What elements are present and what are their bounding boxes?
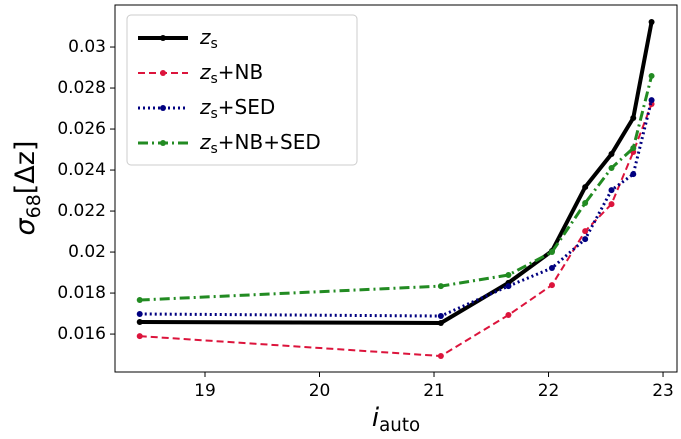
point — [437, 283, 444, 290]
series-line — [139, 103, 653, 358]
point — [608, 151, 615, 158]
point — [136, 318, 143, 325]
x-tick-label: 20 — [309, 381, 331, 401]
point — [437, 319, 444, 326]
y-tick-label: 0.03 — [68, 37, 106, 57]
point — [136, 333, 143, 340]
plot-frame — [114, 4, 678, 373]
point — [582, 200, 589, 207]
legend-label: zs — [199, 25, 218, 53]
series-line — [139, 21, 654, 326]
point — [548, 282, 555, 289]
point — [608, 201, 615, 208]
y-tick-label: 0.028 — [57, 78, 106, 98]
point — [505, 312, 512, 319]
point — [608, 164, 615, 171]
legend-label: zs+NB — [199, 60, 263, 88]
point — [548, 249, 555, 256]
y-tick-label: 0.018 — [57, 283, 106, 303]
x-tick-label: 19 — [194, 381, 216, 401]
point — [630, 171, 637, 178]
y-tick-label: 0.024 — [57, 160, 106, 180]
point — [630, 145, 637, 152]
point — [582, 236, 589, 243]
point — [608, 187, 615, 194]
legend-label: zs+SED — [199, 95, 275, 123]
y-tick-label: 0.02 — [68, 242, 106, 262]
legend-box — [126, 14, 358, 166]
point — [648, 19, 655, 26]
y-axis-label: σ68[Δz] — [10, 141, 45, 236]
point — [582, 228, 589, 235]
legend-marker — [160, 70, 166, 76]
point — [630, 114, 637, 121]
point — [437, 313, 444, 320]
point — [437, 353, 444, 360]
y-tick-label: 0.016 — [57, 324, 106, 344]
y-tick-label: 0.026 — [57, 119, 106, 139]
point — [136, 297, 143, 304]
legend-marker — [160, 140, 166, 146]
point — [505, 272, 512, 279]
point — [136, 310, 143, 317]
point — [505, 283, 512, 290]
legend-label: zs+NB+SED — [199, 130, 321, 158]
x-tick-label: 22 — [538, 381, 560, 401]
point — [648, 72, 655, 79]
legend-marker — [160, 35, 166, 41]
x-tick-label: 23 — [652, 381, 674, 401]
point — [648, 97, 655, 104]
x-tick-label: 21 — [423, 381, 445, 401]
legend-marker — [160, 105, 166, 111]
x-axis-label: iauto — [372, 403, 420, 436]
y-tick-label: 0.022 — [57, 201, 106, 221]
point — [548, 265, 555, 272]
series-line — [139, 75, 654, 302]
point — [582, 184, 589, 191]
